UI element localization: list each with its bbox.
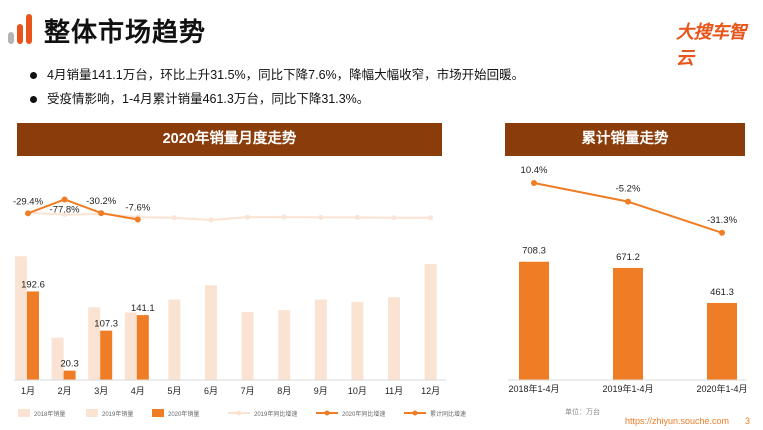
point-2019-growth — [391, 215, 397, 221]
x-tick-label: 5月 — [167, 386, 181, 396]
growth-value-label: 10.4% — [521, 165, 548, 176]
source-url[interactable]: https://zhiyun.souche.com — [625, 416, 730, 426]
x-tick-label: 2018年1-4月 — [508, 383, 559, 394]
point-2019-growth — [428, 215, 434, 221]
bar-prior-year — [241, 311, 254, 380]
bullet-item: 受疫情影响，1-4月累计销量461.3万台，同比下降31.3%。 — [30, 87, 524, 111]
bar-value-label: 671.2 — [616, 252, 640, 263]
unit-note: 单位：万台 — [565, 409, 600, 416]
summary-bullets: 4月销量141.1万台，环比上升31.5%，同比下降7.6%，降幅大幅收窄，市场… — [30, 63, 524, 111]
page-number: 3 — [745, 416, 751, 426]
legend-swatch — [152, 409, 164, 417]
x-tick-label: 4月 — [131, 386, 145, 396]
x-tick-label: 1月 — [21, 386, 35, 396]
bar-value-label: 192.6 — [21, 279, 45, 290]
logo-bar — [26, 14, 32, 44]
growth-value-label: -7.6% — [125, 203, 150, 214]
point-2019-growth — [62, 212, 68, 218]
bar-value-label: 20.3 — [60, 359, 79, 370]
logo-bar — [8, 32, 14, 44]
bar-value-label: 461.3 — [710, 287, 734, 298]
point-2020-growth — [25, 210, 31, 217]
legend-marker — [236, 410, 242, 416]
page-title: 整体市场趋势 — [44, 17, 207, 47]
bar-value-label: 141.1 — [131, 303, 155, 314]
point-2019-growth — [171, 215, 177, 221]
bar-2020 — [136, 315, 149, 380]
point-2020-growth — [98, 210, 105, 217]
point-2020-growth — [134, 216, 141, 223]
bar-cumulative — [613, 267, 643, 380]
chart-title-monthly: 2020年销量月度走势 — [17, 123, 442, 156]
legend-label: 2020年销量 — [168, 410, 199, 418]
brand-logo: 大搜车智云 — [676, 22, 747, 68]
bar-2020 — [63, 370, 76, 380]
legend-swatch — [18, 409, 30, 417]
bar-prior-year — [168, 299, 181, 380]
point-2019-growth — [208, 217, 214, 223]
bar-cumulative — [519, 261, 549, 380]
bar-prior-year — [278, 310, 291, 380]
point-2019-growth — [281, 214, 287, 220]
x-tick-label: 2019年1-4月 — [602, 383, 653, 394]
logo-bar — [17, 24, 23, 44]
legend-label: 累计同比增速 — [430, 410, 466, 418]
x-tick-label: 8月 — [277, 386, 291, 396]
legend-swatch — [86, 409, 98, 417]
growth-value-label: -30.2% — [86, 196, 117, 207]
x-tick-label: 11月 — [385, 386, 403, 396]
bar-prior-year — [88, 307, 101, 380]
x-tick-label: 7月 — [241, 386, 255, 396]
x-tick-label: 10月 — [348, 386, 367, 396]
bar-prior-year — [314, 299, 327, 380]
point-2019-growth — [354, 214, 360, 220]
bar-prior-year — [205, 285, 217, 380]
x-tick-label: 6月 — [204, 386, 218, 396]
chart-title-cumulative: 累计销量走势 — [505, 123, 745, 156]
bar-prior-year — [124, 312, 137, 380]
bar-value-label: 708.3 — [522, 246, 546, 257]
bar-value-label: 107.3 — [94, 319, 118, 330]
x-tick-label: 9月 — [314, 386, 328, 396]
x-tick-label: 2020年1-4月 — [696, 383, 747, 394]
legend-label: 2019年销量 — [102, 410, 133, 418]
legend-marker — [412, 410, 418, 416]
x-tick-label: 2月 — [58, 386, 72, 396]
point-2019-growth — [318, 214, 324, 220]
legend-label: 2019年同比增速 — [254, 410, 297, 418]
growth-value-label: -5.2% — [616, 184, 641, 195]
bullet-item: 4月销量141.1万台，环比上升31.5%，同比下降7.6%，降幅大幅收窄，市场… — [30, 63, 524, 87]
line-2019-growth — [27, 211, 431, 222]
x-tick-label: 3月 — [94, 386, 108, 396]
bar-prior-year — [351, 301, 364, 380]
bar-cumulative — [707, 302, 737, 380]
point-cumulative-growth — [719, 229, 725, 236]
x-tick-label: 12月 — [421, 386, 440, 396]
point-cumulative-growth — [625, 198, 631, 205]
line-2020-growth — [27, 198, 138, 221]
point-cumulative-growth — [531, 180, 537, 186]
bar-2020 — [27, 291, 39, 380]
growth-value-label: -31.3% — [707, 215, 738, 226]
point-2019-growth — [245, 214, 251, 220]
legend-label: 2020年同比增速 — [342, 410, 385, 418]
bar-prior-year — [15, 256, 27, 380]
bar-prior-year — [51, 337, 64, 380]
bar-prior-year — [424, 264, 437, 380]
growth-value-label: -77.8% — [50, 204, 81, 215]
growth-value-label: -29.4% — [13, 196, 44, 207]
legend-marker — [324, 410, 330, 416]
bar-2020 — [100, 330, 113, 380]
logo-icon — [8, 14, 34, 44]
legend-label: 2018年销量 — [34, 410, 65, 418]
bar-prior-year — [388, 297, 400, 380]
point-2020-growth — [61, 196, 68, 203]
